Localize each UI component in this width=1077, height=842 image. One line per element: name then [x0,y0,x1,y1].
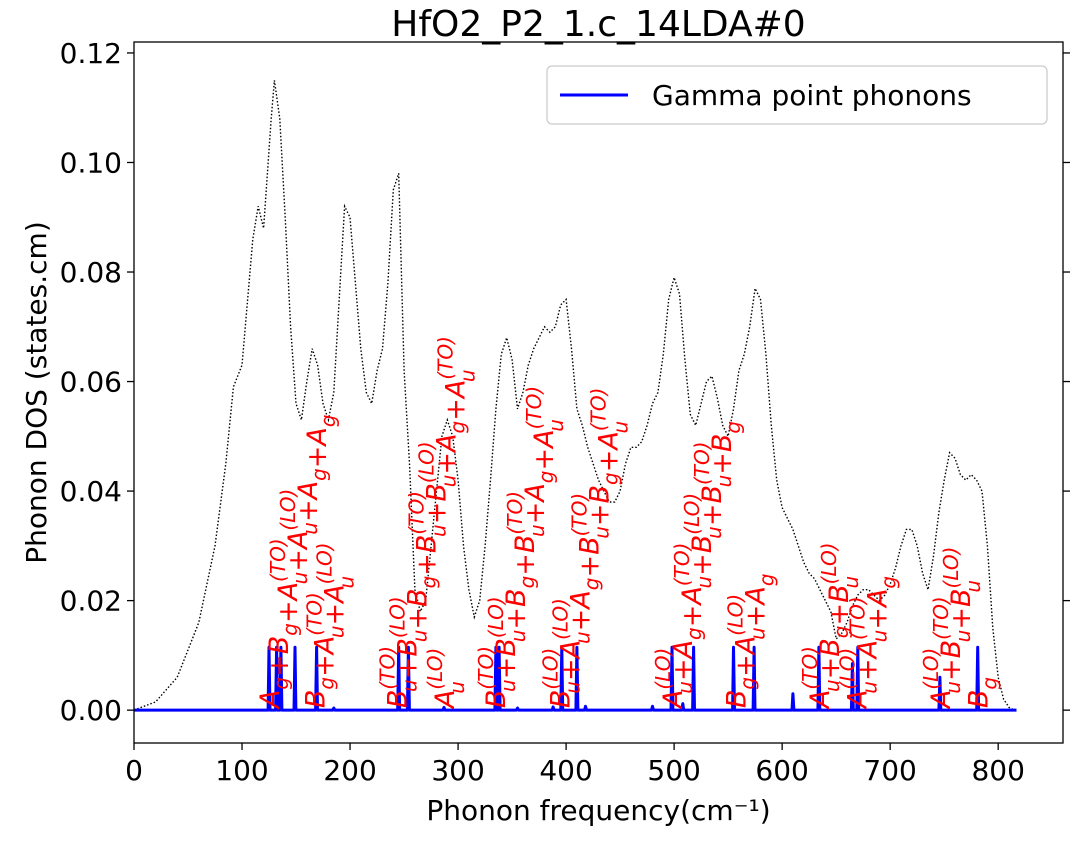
x-tick-label: 200 [323,754,376,787]
x-tick-label: 600 [755,754,808,787]
plot-area [134,80,1017,712]
mode-label: Bg [964,677,1002,708]
mode-label: B(TO)u+B(LO)u+Bg+B(TO)u+B(LO)u+Ag+A(TO)u [376,336,480,708]
mode-label: A(LO)u+Ag+A(TO)u+B(LO)u+B(TO)u+Bg [651,421,745,710]
x-tick-label: 500 [647,754,700,787]
axes: 0 100 200 300 400 500 600 700 800 0.00 0.02 0.04 0.0… [60,37,1070,787]
mode-label: A(LO)u+B(TO)u+B(LO)u [919,547,985,711]
x-tick-label: 800 [971,754,1024,787]
mode-label: Ag+Bg+A(TO)u+A(LO)u+Ag+Ag [255,414,340,710]
mode-label: B(TO)u+B(LO)u+Bg+B(TO)u+Ag+A(TO)u [474,386,568,708]
axes-frame [133,41,1064,744]
legend-label: Gamma point phonons [652,79,972,112]
mode-label: A(LO)u [423,648,469,710]
y-tick-label: 0.06 [60,366,122,399]
mode-label: Bg+A(LO)u+Ag [722,573,779,708]
mode-label: Bg+A(TO)u+A(LO)u [300,543,358,709]
y-tick-label: 0.00 [60,694,122,727]
mode-labels: Ag+Bg+A(TO)u+A(LO)u+Ag+AgBg+A(TO)u+A(LO)… [255,336,1002,710]
y-tick-label: 0.04 [60,475,122,508]
y-tick-label: 0.08 [60,256,122,289]
mode-label: A(LO)u+A(TO)u+Ag [836,576,901,710]
mode-label: A(TO)u+Bg+B(LO)u [798,542,863,710]
x-tick-label: 100 [215,754,268,787]
dos-curve [134,80,1017,711]
chart-title: HfO2_P2_1.c_14LDA#0 [391,4,805,45]
legend-box [546,65,1048,125]
x-tick-label: 400 [539,754,592,787]
x-tick-label: 700 [863,754,916,787]
x-tick-label: 0 [125,754,143,787]
y-axis-title: Phonon DOS (states.cm) [20,221,53,564]
x-tick-label: 300 [431,754,484,787]
x-axis-title: Phonon frequency(cm⁻¹) [426,794,770,827]
y-tick-label: 0.02 [60,585,122,618]
gamma-phonon-line [134,645,1017,712]
mode-label: B(LO)u+A(LO)u+Ag+B(TO)u+Bg+A(TO)u [539,388,633,709]
y-tick-label: 0.10 [60,146,122,179]
y-tick-label: 0.12 [60,37,122,70]
legend: Gamma point phonons [546,65,1048,125]
